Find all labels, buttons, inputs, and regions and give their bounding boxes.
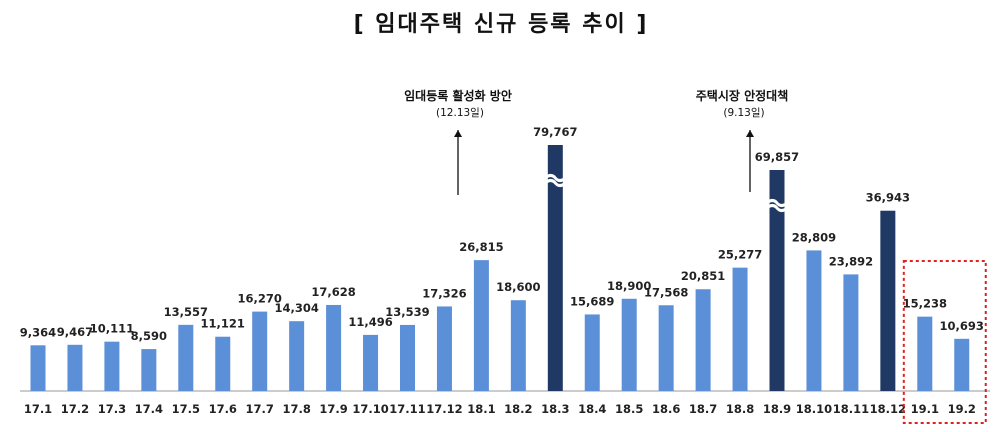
tick-label-17.5: 17.5 xyxy=(172,402,200,416)
tick-label-17.9: 17.9 xyxy=(319,402,347,416)
data-label-18.8: 25,277 xyxy=(718,248,762,262)
tick-label-17.8: 17.8 xyxy=(282,402,310,416)
bar-19.1 xyxy=(917,316,933,391)
axis-break-18.3 xyxy=(543,179,567,187)
tick-label-19.2: 19.2 xyxy=(948,402,976,416)
annotation-arrowhead xyxy=(454,130,462,137)
axis-break-18.9 xyxy=(765,199,789,207)
tick-label-18.12: 18.12 xyxy=(870,402,906,416)
bar-17.8 xyxy=(289,321,305,391)
tick-label-18.1: 18.1 xyxy=(467,402,495,416)
bar-18.2 xyxy=(510,300,526,391)
annotation-arrowhead xyxy=(746,130,754,137)
data-label-18.12: 36,943 xyxy=(866,191,910,205)
tick-label-17.1: 17.1 xyxy=(24,402,52,416)
bar-18.8 xyxy=(732,267,748,391)
tick-label-17.7: 17.7 xyxy=(246,402,274,416)
highlight-box xyxy=(902,260,987,424)
bar-19.2 xyxy=(954,338,970,391)
data-label-18.2: 18,600 xyxy=(496,280,540,294)
data-label-17.1: 9,364 xyxy=(20,325,56,339)
data-label-17.8: 14,304 xyxy=(274,301,318,315)
annotation-subtext: (12.13일) xyxy=(436,106,484,119)
tick-label-18.8: 18.8 xyxy=(726,402,754,416)
bar-17.2 xyxy=(67,344,83,391)
bar-18.1 xyxy=(473,260,489,391)
data-label-17.7: 16,270 xyxy=(238,292,282,306)
tick-label-18.5: 18.5 xyxy=(615,402,643,416)
tick-label-18.6: 18.6 xyxy=(652,402,680,416)
bar-18.12 xyxy=(880,210,896,391)
tick-label-17.10: 17.10 xyxy=(352,402,388,416)
bar-17.12 xyxy=(436,306,452,391)
chart-title: [ 임대주택 신규 등록 추이 ] xyxy=(353,12,649,37)
tick-label-17.3: 17.3 xyxy=(98,402,126,416)
bar-18.9 xyxy=(769,170,785,391)
bar-17.7 xyxy=(252,311,268,391)
axis-break-18.3 xyxy=(543,174,567,182)
data-label-17.11: 13,539 xyxy=(385,305,429,319)
bar-18.10 xyxy=(806,250,822,391)
data-label-18.11: 23,892 xyxy=(829,254,873,268)
data-label-18.10: 28,809 xyxy=(792,230,836,244)
data-label-18.5: 18,900 xyxy=(607,279,651,293)
bar-17.4 xyxy=(141,349,157,391)
tick-label-18.10: 18.10 xyxy=(796,402,832,416)
tick-label-18.4: 18.4 xyxy=(578,402,606,416)
data-label-17.4: 8,590 xyxy=(131,329,167,343)
tick-label-17.4: 17.4 xyxy=(135,402,163,416)
bar-18.6 xyxy=(658,305,674,391)
tick-label-18.11: 18.11 xyxy=(833,402,869,416)
bar-18.4 xyxy=(584,314,600,391)
data-label-17.6: 11,121 xyxy=(201,317,245,331)
axis-break-18.9 xyxy=(765,204,789,212)
data-label-18.1: 26,815 xyxy=(459,240,503,254)
bar-18.3 xyxy=(547,145,563,391)
tick-label-17.6: 17.6 xyxy=(209,402,237,416)
bar-17.11 xyxy=(400,324,415,391)
data-label-17.3: 10,111 xyxy=(90,322,134,336)
data-label-17.10: 11,496 xyxy=(348,315,392,329)
bar-17.10 xyxy=(363,334,379,391)
data-label-18.6: 17,568 xyxy=(644,285,688,299)
data-label-17.9: 17,628 xyxy=(311,285,355,299)
tick-label-17.12: 17.12 xyxy=(426,402,462,416)
annotation-subtext: (9.13일) xyxy=(723,106,764,119)
data-label-19.2: 10,693 xyxy=(940,319,984,333)
data-label-18.3: 79,767 xyxy=(533,125,577,139)
bar-17.3 xyxy=(104,341,120,391)
annotation-text: 임대등록 활성화 방안 xyxy=(404,88,512,103)
tick-label-18.2: 18.2 xyxy=(504,402,532,416)
tick-label-17.11: 17.11 xyxy=(389,402,425,416)
bar-17.5 xyxy=(178,324,194,391)
tick-label-18.3: 18.3 xyxy=(541,402,569,416)
bar-18.11 xyxy=(843,274,859,391)
annotation-text: 주택시장 안정대책 xyxy=(696,88,789,103)
data-label-18.4: 15,689 xyxy=(570,294,614,308)
tick-label-19.1: 19.1 xyxy=(911,402,939,416)
data-label-17.2: 9,467 xyxy=(57,325,93,339)
bar-17.9 xyxy=(326,304,342,391)
data-label-18.7: 20,851 xyxy=(681,269,725,283)
tick-label-18.7: 18.7 xyxy=(689,402,717,416)
tick-label-18.9: 18.9 xyxy=(763,402,791,416)
data-label-18.9: 69,857 xyxy=(755,150,799,164)
bar-18.7 xyxy=(695,289,711,391)
data-label-17.5: 13,557 xyxy=(164,305,208,319)
bar-18.5 xyxy=(621,298,637,391)
tick-label-17.2: 17.2 xyxy=(61,402,89,416)
data-label-17.12: 17,326 xyxy=(422,286,466,300)
bar-17.1 xyxy=(30,345,46,391)
data-label-19.1: 15,238 xyxy=(903,297,947,311)
bar-17.6 xyxy=(215,336,231,391)
